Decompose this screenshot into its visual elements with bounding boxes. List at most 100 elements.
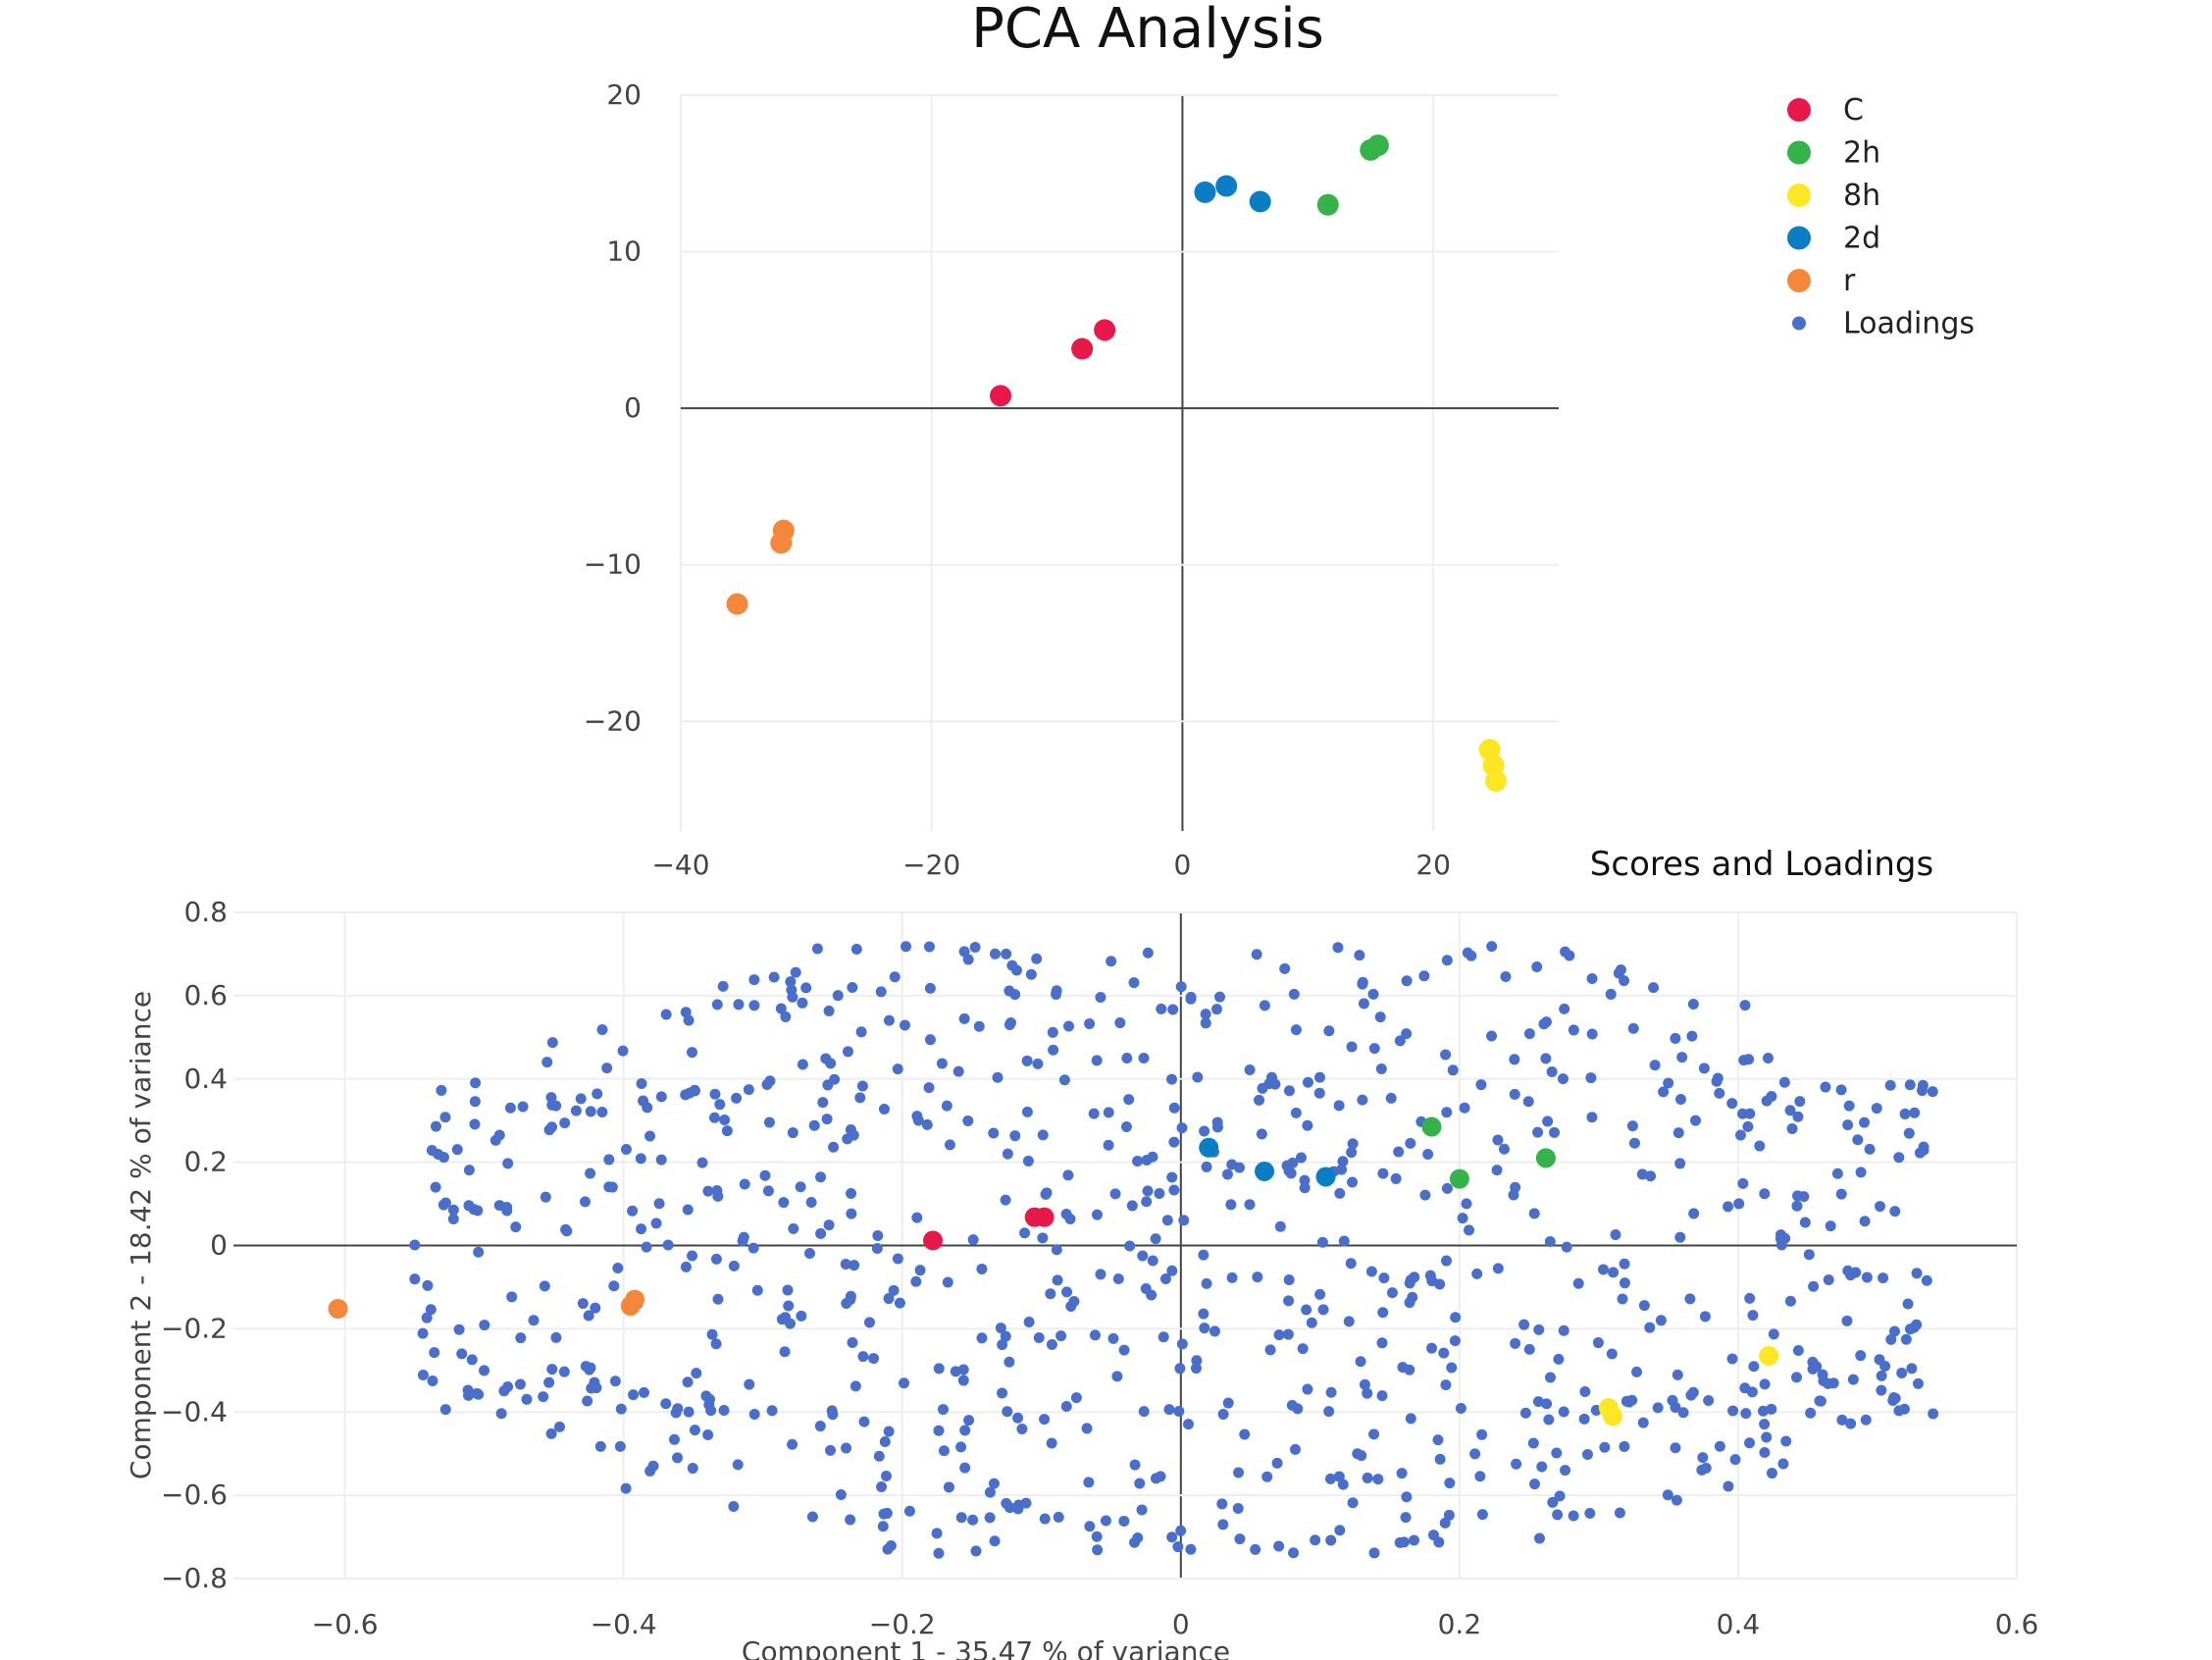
bottom-loading-point	[803, 1248, 815, 1260]
bottom-loading-point	[712, 1293, 724, 1305]
bottom-loading-point	[1297, 1343, 1309, 1355]
bottom-scatter-plot: −0.6 −0.4 −0.2 0 0.2 0.4 0.6 0.8 0.6 0.4 0.2 0 −0.2 −…	[161, 896, 2038, 1640]
bottom-loading-point	[706, 1328, 718, 1340]
bottom-loading-point	[1523, 1028, 1535, 1040]
bottom-loading-point	[1083, 1477, 1095, 1488]
legend-marker-loadings	[1792, 316, 1806, 331]
bottom-loading-point	[609, 1375, 621, 1387]
bottom-loading-point	[709, 1088, 721, 1100]
bottom-loading-point	[1190, 1363, 1202, 1375]
bottom-loading-point	[1689, 1115, 1701, 1126]
bottom-loading-point	[1697, 1452, 1709, 1464]
bottom-loading-point	[731, 1092, 743, 1104]
bottom-loading-point	[546, 1364, 558, 1375]
bottom-point-r	[328, 1299, 348, 1320]
bottom-loading-point	[1492, 1263, 1504, 1274]
bottom-loading-point	[1917, 1079, 1929, 1091]
bottom-loading-point	[842, 1046, 853, 1058]
bottom-loading-point	[1396, 1468, 1408, 1479]
bottom-loading-point	[1568, 1510, 1579, 1522]
bottom-loading-point	[1295, 1152, 1307, 1164]
bottom-loading-point	[1606, 1348, 1618, 1360]
bottom-loading-point	[696, 1157, 708, 1168]
bottom-loading-point	[924, 982, 936, 994]
bottom-loading-point	[783, 1300, 795, 1312]
bottom-loading-point	[1053, 1511, 1064, 1523]
bottom-loading-point	[1476, 1509, 1488, 1521]
bottom-loading-point	[439, 1112, 451, 1123]
bottom-point-2d	[1199, 1137, 1219, 1158]
bottom-loading-point	[1167, 1004, 1179, 1015]
bottom-loading-point	[1070, 1392, 1082, 1404]
bottom-loading-point	[732, 1459, 744, 1471]
bottom-loading-point	[1617, 1293, 1628, 1305]
bottom-loading-point	[923, 941, 935, 953]
bottom-loading-point	[1000, 1330, 1011, 1342]
bottom-loading-point	[1046, 1437, 1057, 1449]
bottom-loading-point	[422, 1279, 434, 1291]
bottom-loading-point	[1271, 1457, 1283, 1469]
bottom-loading-point	[1002, 1406, 1013, 1418]
bottom-loading-point	[1244, 1063, 1256, 1075]
bottom-loading-point	[546, 1121, 558, 1133]
bottom-loading-point	[687, 1250, 698, 1262]
bottom-loading-point	[1536, 1461, 1548, 1473]
bottom-loading-point	[550, 1100, 562, 1112]
bottom-loading-point	[1051, 985, 1062, 997]
bottom-loading-point	[1904, 1079, 1916, 1091]
bottom-loading-point	[988, 1478, 1000, 1489]
bottom-loading-point	[1103, 1139, 1114, 1151]
bottom-loading-point	[1491, 1165, 1503, 1176]
bottom-loading-point	[858, 1416, 870, 1427]
bottom-loading-point	[1902, 1298, 1914, 1310]
bottom-loading-point	[876, 1481, 888, 1493]
bottom-loading-point	[1132, 1531, 1144, 1543]
bottom-loading-point	[1283, 1085, 1295, 1097]
bottom-loading-point	[1786, 1122, 1798, 1134]
bottom-loading-point	[430, 1120, 441, 1132]
bottom-loading-point	[1544, 1235, 1556, 1247]
bottom-loading-point	[963, 1415, 975, 1427]
bottom-x-tick-label: 0.6	[1995, 1608, 2039, 1640]
bottom-loading-point	[835, 1488, 847, 1500]
bottom-loading-point	[1210, 1004, 1222, 1015]
bottom-loading-point	[439, 1404, 451, 1416]
bottom-loading-point	[711, 999, 723, 1011]
bottom-loading-point	[1447, 1064, 1459, 1076]
bottom-loading-point	[1138, 1406, 1150, 1418]
bottom-loading-point	[1232, 1503, 1244, 1515]
bottom-loading-point	[1476, 1428, 1488, 1440]
bottom-loading-point	[1572, 1277, 1584, 1289]
bottom-loading-point	[1301, 1304, 1312, 1316]
bottom-loading-point	[879, 1436, 891, 1448]
bottom-loading-point	[1533, 1323, 1545, 1335]
bottom-loading-point	[933, 1547, 945, 1559]
top-point-2d	[1249, 190, 1271, 213]
bottom-loading-point	[1146, 1289, 1157, 1301]
bottom-loading-point	[638, 1095, 649, 1107]
bottom-loading-point	[872, 1229, 884, 1241]
bottom-loading-point	[1182, 1419, 1194, 1430]
bottom-loading-point	[762, 1185, 774, 1197]
bottom-loading-point	[814, 1421, 826, 1432]
bottom-loading-point	[997, 1339, 1008, 1351]
bottom-loading-point	[785, 976, 797, 988]
bottom-y-tick-label: −0.2	[161, 1312, 228, 1344]
bottom-loading-point	[957, 1364, 969, 1375]
bottom-loading-point	[921, 1118, 933, 1130]
bottom-loading-point	[1259, 1000, 1270, 1012]
bottom-loading-point	[504, 1102, 516, 1114]
bottom-loading-point	[1020, 1497, 1032, 1509]
bottom-loading-point	[1805, 1407, 1817, 1419]
bottom-loading-point	[1313, 1071, 1325, 1083]
legend-label-2d: 2d	[1843, 222, 1880, 256]
bottom-loading-point	[795, 1181, 806, 1193]
bottom-loading-point	[596, 1107, 608, 1118]
legend: C 2h 8h 2d r Loadings	[1787, 93, 1975, 341]
bottom-loading-point	[779, 1346, 791, 1358]
bottom-loading-point	[1698, 1063, 1710, 1074]
bottom-loading-point	[1459, 1102, 1470, 1114]
bottom-loading-point	[1397, 1362, 1409, 1374]
bottom-loading-point	[903, 1505, 915, 1517]
